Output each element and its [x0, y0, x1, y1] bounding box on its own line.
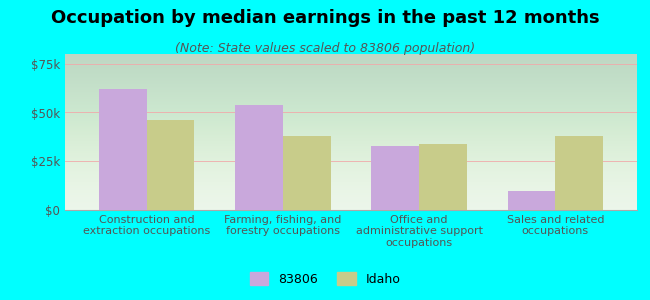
Bar [419, 144, 467, 210]
Bar [147, 120, 194, 210]
Bar [508, 190, 555, 210]
Bar [99, 89, 147, 210]
Bar [235, 105, 283, 210]
Text: Occupation by median earnings in the past 12 months: Occupation by median earnings in the pas… [51, 9, 599, 27]
Text: (Note: State values scaled to 83806 population): (Note: State values scaled to 83806 popu… [175, 42, 475, 55]
Bar [371, 146, 419, 210]
Bar [555, 136, 603, 210]
Bar [283, 136, 331, 210]
Legend: 83806, Idaho: 83806, Idaho [244, 267, 406, 291]
